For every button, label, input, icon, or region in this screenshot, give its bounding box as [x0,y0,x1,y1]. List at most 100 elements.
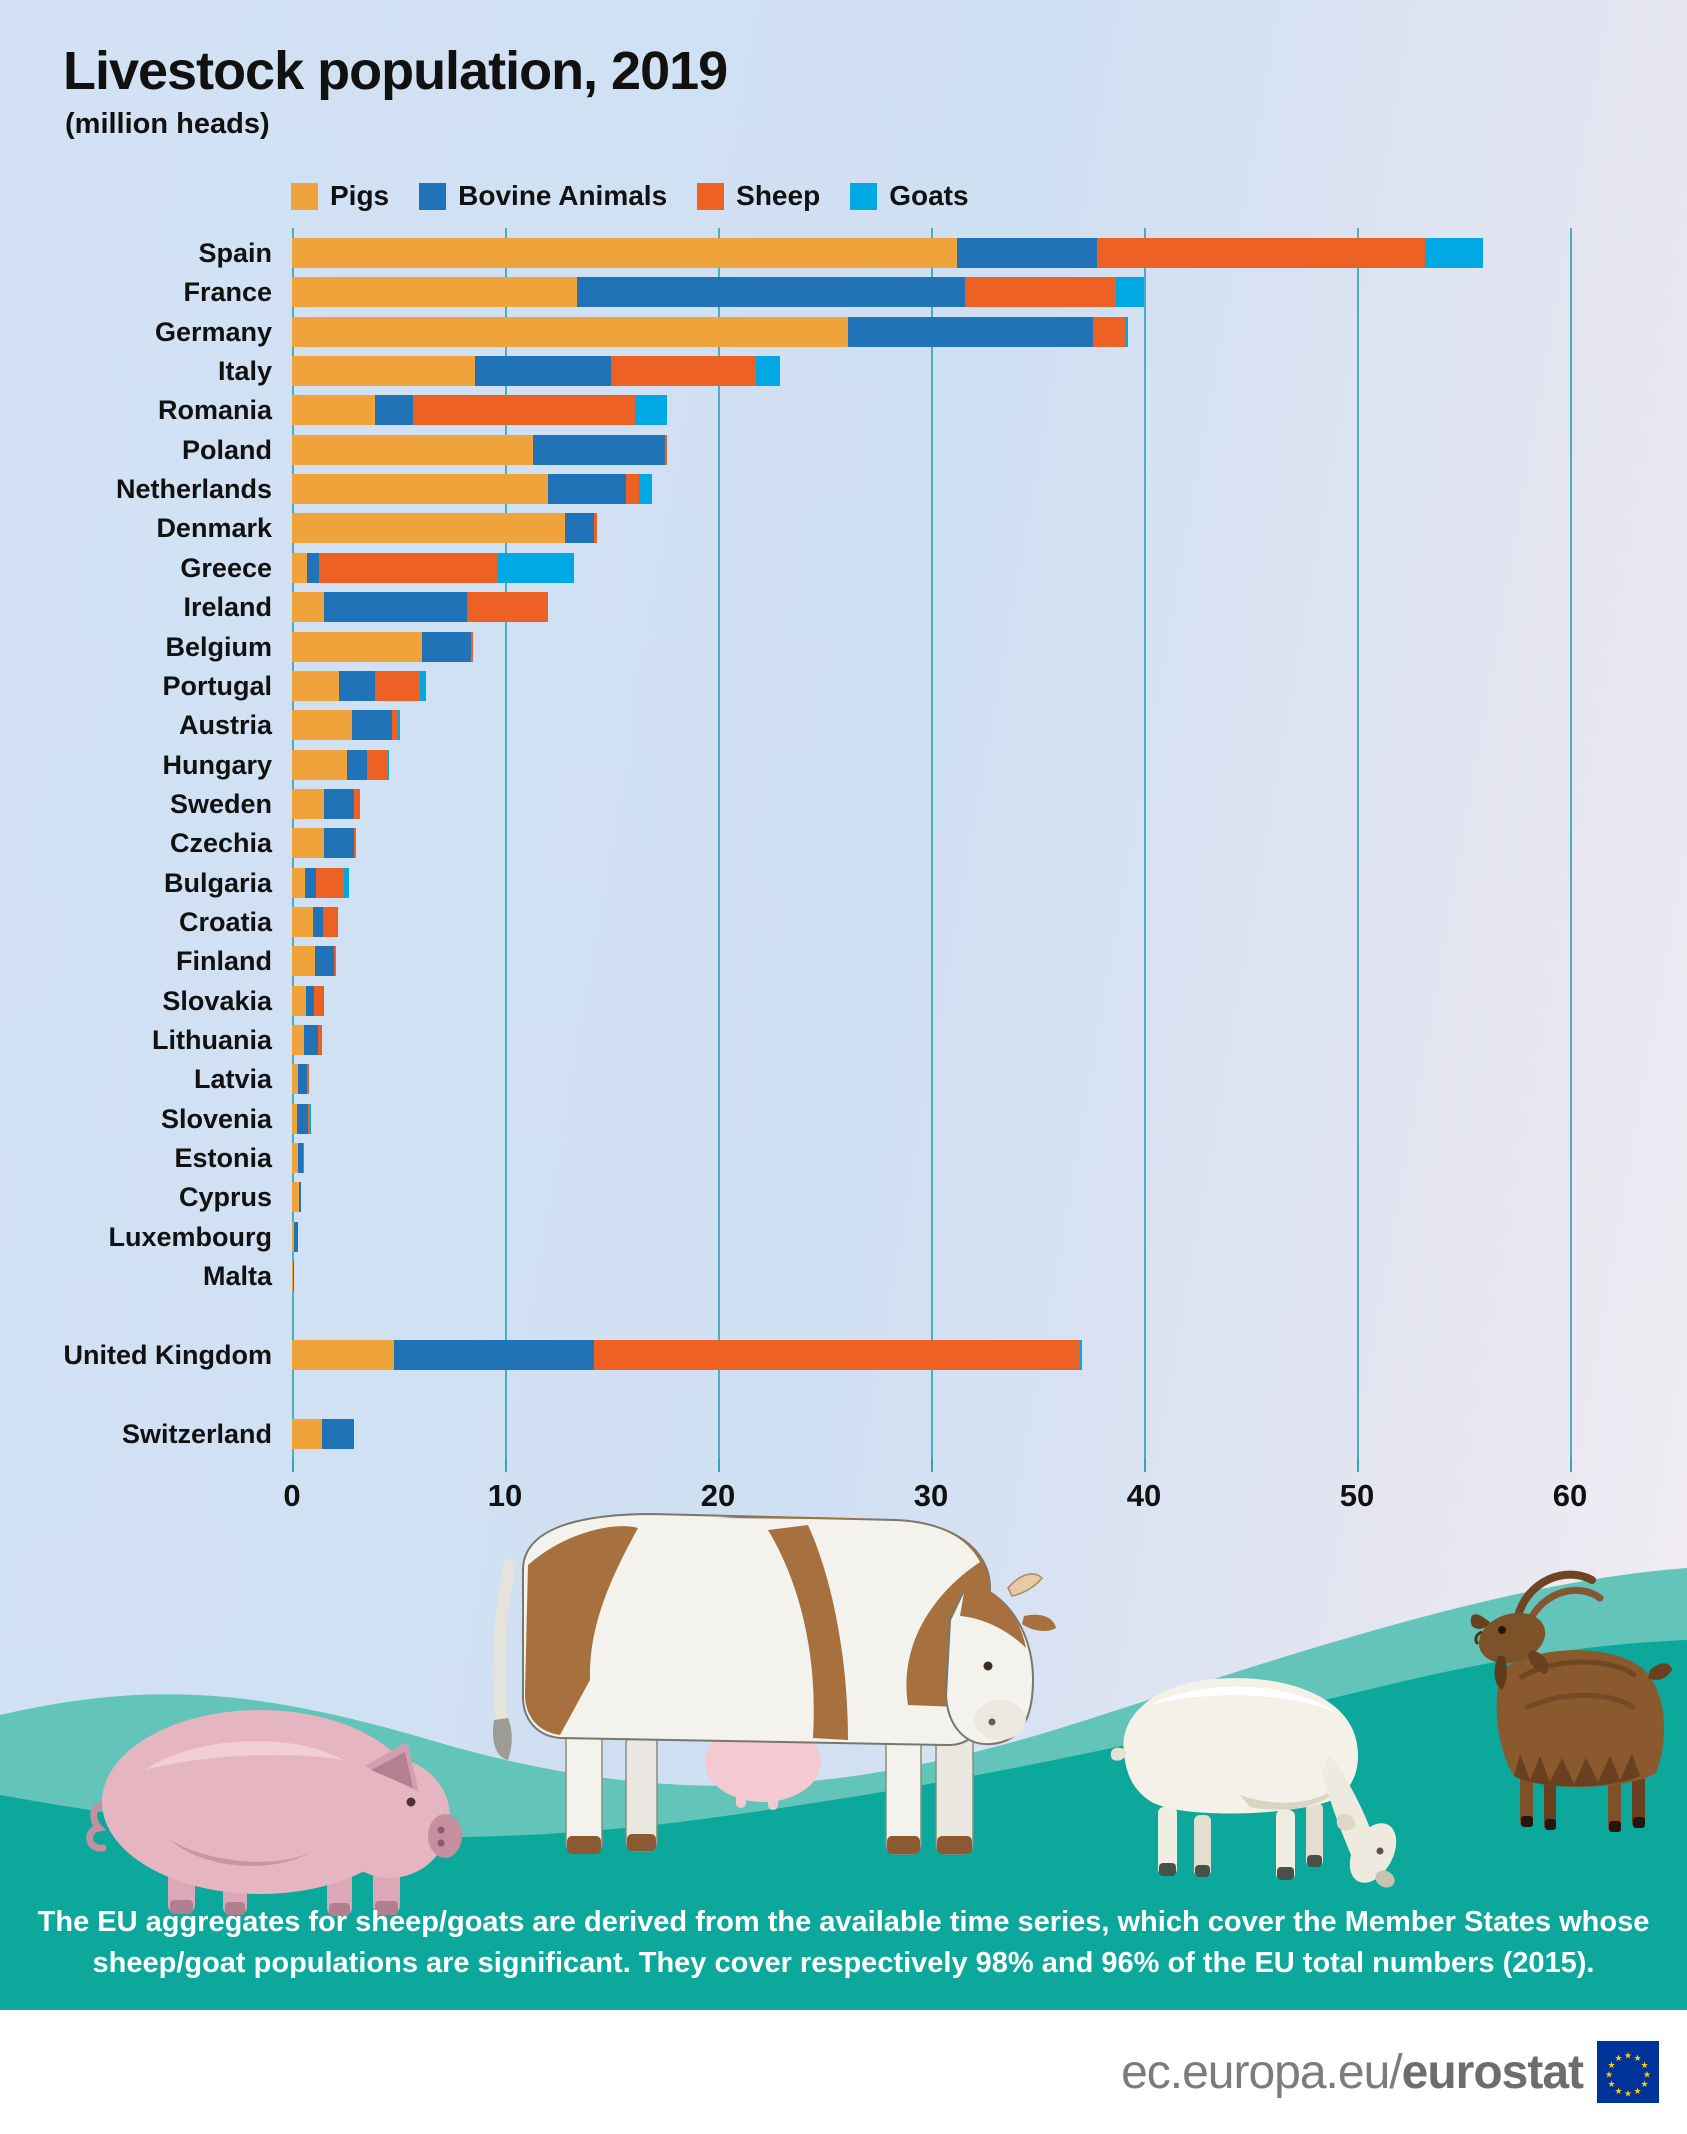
bar-segment-goats [497,552,575,583]
bar-segment-bovine [323,788,354,819]
chart-legend: Pigs Bovine Animals Sheep Goats [291,180,969,212]
bar-segment-pigs [292,277,578,308]
bar-segment-pigs [292,867,305,898]
bar-row [292,670,427,701]
plot-area: 0 10 20 30 40 50 60 [283,228,1652,1538]
country-label: Bulgaria [163,867,272,898]
bar-segment-bovine [394,1339,595,1370]
footnote: The EU aggregates for sheep/goats are de… [29,1902,1659,1984]
bar-segment-pigs [292,395,376,426]
bar-segment-sheep [392,710,399,741]
axis-tick-label: 50 [1339,1478,1375,1513]
bar-segment-bovine [298,1143,303,1174]
bar-segment-goats [322,985,324,1016]
bar-segment-pigs [292,474,548,505]
axis-tick-20 [718,1458,720,1472]
legend-item-sheep: Sheep [697,180,820,212]
svg-text:★: ★ [1640,2060,1648,2070]
goat-illustration [1470,1570,1672,1832]
bar-segment-bovine [323,592,467,623]
legend-label: Sheep [736,180,821,211]
bar-segment-pigs [292,1143,299,1174]
goats-swatch-icon [850,182,878,210]
country-label: Italy [217,356,272,387]
bar-row [292,1221,299,1252]
url-light: ec.europa.eu/ [1121,2045,1403,2099]
bar-segment-goats [1116,277,1144,308]
bar-segment-sheep [302,1143,305,1174]
bar-segment-pigs [292,238,957,268]
bar-segment-bovine [313,906,323,937]
bar-row [292,1418,354,1449]
svg-text:★: ★ [1633,2053,1641,2063]
bar-segment-bovine [564,513,595,544]
country-label: Germany [154,316,272,347]
legend-label: Pigs [330,180,390,211]
bar-row [292,1103,311,1134]
bar-row [292,434,667,465]
svg-text:★: ★ [1633,2086,1641,2096]
bar-segment-bovine [847,316,1093,347]
country-label: Czechia [169,828,272,859]
bar-segment-goats [387,749,389,780]
bar-segment-sheep [466,592,548,623]
bar-segment-pigs [292,513,565,544]
bar-row [292,513,597,544]
footer-bar: ec.europa.eu/eurostat ★ ★ ★ ★ ★ ★ ★ ★ ★ ★ ★ ★ [0,2010,1687,2134]
pig-illustration [86,1710,462,1916]
country-label: Spain [198,238,272,268]
svg-text:★: ★ [1607,2079,1615,2089]
axis-tick-40 [1144,1458,1146,1472]
bar-segment-bovine [421,631,471,662]
svg-text:★: ★ [1640,2079,1648,2089]
axis-tick-60 [1570,1458,1572,1472]
country-label: Lithuania [152,1025,272,1055]
bar-segment-bovine [351,710,393,741]
bar-segment-bovine [577,277,966,308]
bar-segment-sheep [307,1103,310,1134]
bar-segment-goats [398,710,401,741]
eurostat-logo: ec.europa.eu/eurostat ★ ★ ★ ★ ★ ★ ★ ★ ★ ★ ★ ★ [1121,2010,1659,2134]
bar-row [292,828,356,859]
country-label: United Kingdom [63,1339,272,1370]
bar-row [292,1339,1083,1370]
bar-segment-sheep [353,828,356,859]
eu-flag-icon: ★ ★★ ★★★ ★★★ ★★★ [1597,2041,1659,2103]
country-label: Ireland [183,592,272,623]
bar-segment-sheep [1097,238,1426,268]
country-label: Latvia [193,1064,272,1095]
bar-segment-sheep [664,434,667,465]
bar-row [292,867,350,898]
country-label: Poland [181,434,272,465]
bar-segment-goats [419,670,427,701]
bar-row [292,1025,322,1055]
bar-segment-sheep [366,749,388,780]
bar-segment-sheep [322,906,337,937]
bar-segment-sheep [611,356,757,387]
bar-segment-sheep [626,474,640,505]
sheep-swatch-icon [697,182,725,210]
bar-segment-bovine [304,867,317,898]
gridline-10 [505,228,507,1458]
bar-segment-bovine [547,474,627,505]
country-label: Malta [202,1261,272,1292]
country-label: Netherlands [115,474,272,505]
page-subtitle: (million heads) [65,108,270,140]
legend-item-pigs: Pigs [291,180,389,212]
axis-tick-label: 0 [283,1478,301,1513]
svg-text:★: ★ [1624,2050,1632,2060]
gridline-20 [718,228,720,1458]
bar-row [292,474,652,505]
bar-row [292,906,339,937]
bar-segment-bovine [347,749,367,780]
bar-segment-bovine [306,552,319,583]
country-label: Cyprus [178,1182,272,1213]
bar-row [292,1182,301,1213]
country-label: Belgium [165,631,272,662]
bar-segment-pigs [292,985,306,1016]
bar-segment-pigs [292,906,314,937]
bar-segment-sheep [413,395,635,426]
country-label: France [183,277,272,308]
bar-segment-pigs [292,946,316,977]
bar-segment-sheep [317,1025,321,1055]
